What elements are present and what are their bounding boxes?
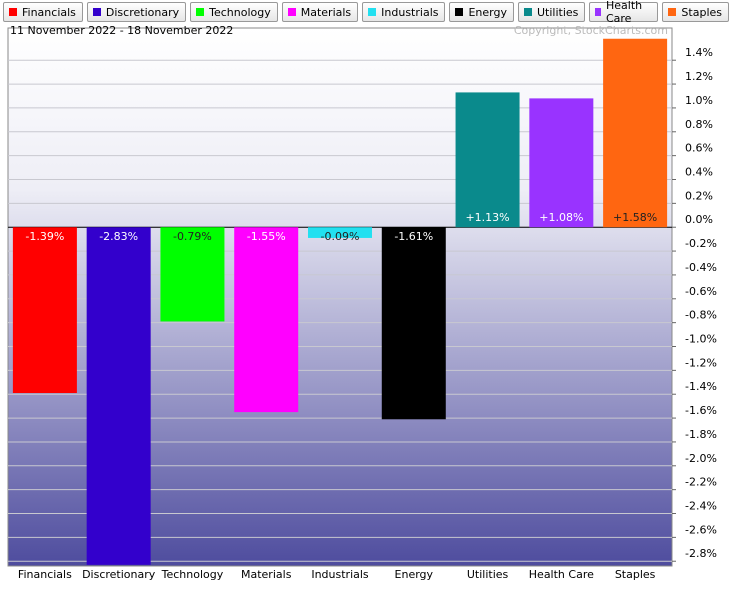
- legend-item[interactable]: Staples: [662, 2, 729, 22]
- x-tick-label: Energy: [395, 568, 434, 581]
- y-tick-label: 1.2%: [685, 70, 713, 83]
- y-tick-label: -0.4%: [685, 261, 717, 274]
- x-tick-label: Health Care: [529, 568, 594, 581]
- legend-label: Technology: [209, 5, 271, 19]
- legend-item[interactable]: Industrials: [362, 2, 446, 22]
- legend-swatch: [287, 8, 296, 16]
- legend-label: Health Care: [605, 0, 643, 25]
- legend-swatch: [92, 8, 101, 16]
- legend-swatch: [455, 8, 464, 16]
- y-tick-label: 1.4%: [685, 46, 713, 59]
- legend-label: Financials: [22, 5, 76, 19]
- value-label: -1.55%: [247, 230, 286, 243]
- x-tick-label: Discretionary: [82, 568, 156, 581]
- subtitle: 11 November 2022 - 18 November 2022: [10, 24, 233, 37]
- bar: [234, 227, 299, 413]
- bar: [455, 92, 520, 228]
- y-tick-label: 0.4%: [685, 165, 713, 178]
- bar: [86, 227, 151, 565]
- x-tick-label: Utilities: [467, 568, 509, 581]
- y-tick-label: 0.8%: [685, 118, 713, 131]
- x-tick-label: Financials: [18, 568, 72, 581]
- legend-item[interactable]: Technology: [190, 2, 278, 22]
- legend-swatch: [196, 8, 205, 16]
- y-tick-label: 0.2%: [685, 189, 713, 202]
- bar: [160, 227, 225, 322]
- legend-swatch: [524, 8, 532, 16]
- bar: [381, 227, 446, 420]
- value-label: -0.09%: [321, 230, 360, 243]
- y-tick-label: -0.8%: [685, 309, 717, 322]
- y-tick-label: -2.2%: [685, 476, 717, 489]
- legend-item[interactable]: Materials: [281, 2, 359, 22]
- value-label: -0.79%: [173, 230, 212, 243]
- bar: [603, 38, 668, 228]
- value-label: +1.58%: [613, 211, 657, 224]
- legend: Financials Discretionary Technology Materia…: [3, 0, 729, 25]
- legend-swatch: [368, 8, 377, 16]
- value-label: -1.39%: [25, 230, 64, 243]
- x-tick-label: Industrials: [311, 568, 369, 581]
- bar: [12, 227, 77, 394]
- y-tick-label: -1.4%: [685, 380, 717, 393]
- y-tick-label: -0.6%: [685, 285, 717, 298]
- y-tick-label: 0.6%: [685, 142, 713, 155]
- legend-swatch: [668, 8, 677, 16]
- legend-label: Energy: [468, 5, 507, 19]
- y-tick-label: -2.0%: [685, 452, 717, 465]
- legend-label: Discretionary: [105, 5, 180, 19]
- legend-swatch: [9, 8, 17, 16]
- y-tick-label: -1.8%: [685, 428, 717, 441]
- copyright: Copyright, StockCharts.com: [514, 24, 668, 37]
- legend-label: Materials: [300, 5, 352, 19]
- legend-label: Staples: [681, 5, 722, 19]
- y-tick-label: 0.0%: [685, 213, 713, 226]
- y-tick-label: -2.8%: [685, 547, 717, 560]
- legend-item[interactable]: Energy: [449, 2, 514, 22]
- legend-item[interactable]: Financials: [3, 2, 83, 22]
- legend-item[interactable]: Utilities: [518, 2, 586, 22]
- legend-label: Industrials: [381, 5, 439, 19]
- y-tick-label: -1.6%: [685, 404, 717, 417]
- y-tick-label: -0.2%: [685, 237, 717, 250]
- value-label: +1.08%: [539, 211, 583, 224]
- legend-item[interactable]: Health Care: [589, 0, 659, 25]
- y-tick-label: -1.2%: [685, 356, 717, 369]
- bar: [529, 98, 594, 228]
- value-label: -1.61%: [394, 230, 433, 243]
- y-tick-label: -2.4%: [685, 500, 717, 513]
- x-tick-label: Materials: [241, 568, 292, 581]
- legend-item[interactable]: Discretionary: [86, 2, 187, 22]
- y-tick-label: 1.0%: [685, 94, 713, 107]
- x-tick-label: Technology: [161, 568, 224, 581]
- value-label: +1.13%: [465, 211, 509, 224]
- value-label: -2.83%: [99, 230, 138, 243]
- legend-label: Utilities: [537, 5, 579, 19]
- x-tick-label: Staples: [615, 568, 656, 581]
- legend-swatch: [595, 8, 601, 16]
- y-tick-label: -1.0%: [685, 333, 717, 346]
- bar: [308, 227, 372, 238]
- y-tick-label: -2.6%: [685, 523, 717, 536]
